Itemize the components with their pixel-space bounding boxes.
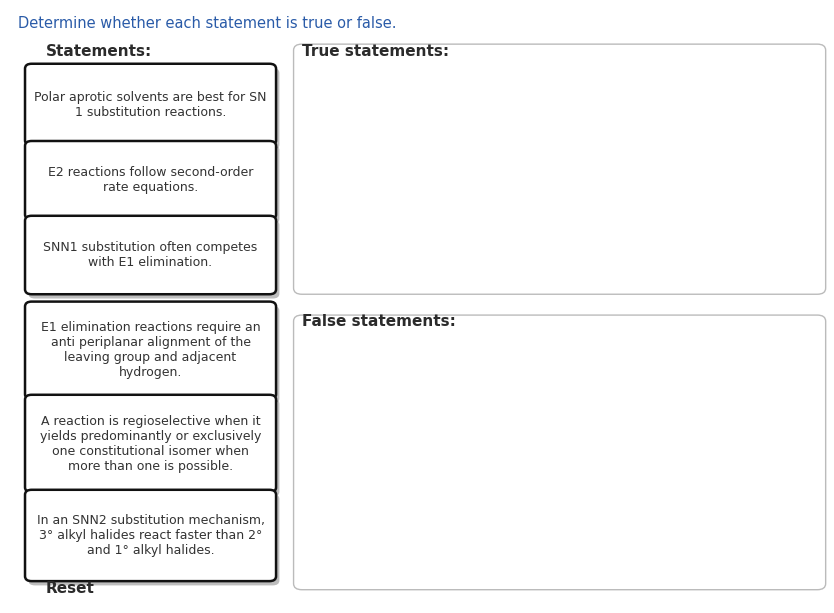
FancyBboxPatch shape [25,216,276,294]
FancyBboxPatch shape [294,315,826,590]
Text: Determine whether each statement is true or false.: Determine whether each statement is true… [18,16,397,31]
FancyBboxPatch shape [28,145,279,224]
Text: A reaction is regioselective when it
yields predominantly or exclusively
one con: A reaction is regioselective when it yie… [40,414,261,473]
FancyBboxPatch shape [28,494,279,585]
FancyBboxPatch shape [25,395,276,492]
Text: SNN1 substitution often competes
with E1 elimination.: SNN1 substitution often competes with E1… [43,241,258,269]
Text: E1 elimination reactions require an
anti periplanar alignment of the
leaving gro: E1 elimination reactions require an anti… [41,321,260,379]
Text: Polar aprotic solvents are best for SN
1 substitution reactions.: Polar aprotic solvents are best for SN 1… [34,91,267,118]
Text: In an SNN2 substitution mechanism,
3° alkyl halides react faster than 2°
and 1° : In an SNN2 substitution mechanism, 3° al… [37,514,264,557]
FancyBboxPatch shape [25,64,276,145]
FancyBboxPatch shape [294,44,826,294]
FancyBboxPatch shape [28,399,279,497]
FancyBboxPatch shape [25,141,276,219]
FancyBboxPatch shape [25,490,276,581]
FancyBboxPatch shape [28,68,279,150]
Text: Statements:: Statements: [46,44,152,59]
Text: E2 reactions follow second-order
rate equations.: E2 reactions follow second-order rate eq… [48,166,254,194]
Text: True statements:: True statements: [302,44,449,59]
FancyBboxPatch shape [28,306,279,403]
FancyBboxPatch shape [28,220,279,299]
Text: Reset: Reset [46,581,95,596]
Text: False statements:: False statements: [302,314,456,329]
FancyBboxPatch shape [25,302,276,399]
